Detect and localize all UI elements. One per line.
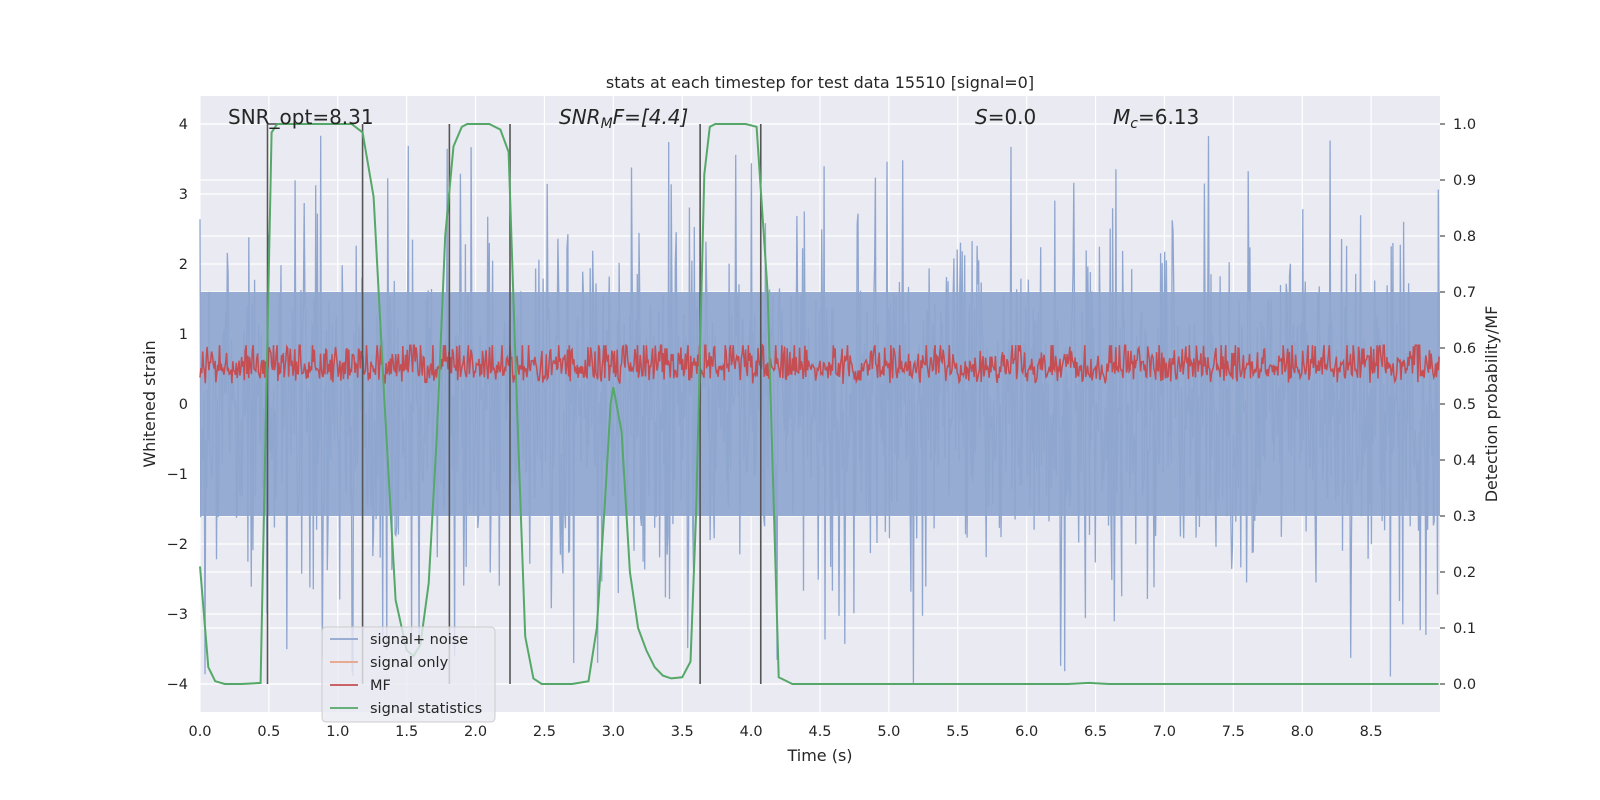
y-left-tick-label: −4	[167, 677, 188, 693]
x-tick-label: 1.5	[395, 724, 418, 740]
y-left-axis-label: Whitened strain	[140, 340, 159, 467]
legend-label-mf: MF	[370, 678, 391, 694]
y-left-tick-label: 2	[179, 257, 188, 273]
annotation-snr-mf: SNRMF=[4.4]	[559, 105, 688, 132]
series-signal-noise	[199, 135, 1440, 685]
y-left-tick-label: −2	[167, 537, 188, 553]
annotation-snr-mf-sub: M	[601, 116, 613, 132]
legend-label-signal-statistics: signal statistics	[370, 701, 482, 717]
y-right-tick-label: 0.4	[1453, 453, 1476, 469]
x-tick-label: 8.0	[1291, 724, 1314, 740]
y-left-tick-label: 3	[179, 187, 188, 203]
x-tick-label: 7.0	[1153, 724, 1176, 740]
y-left-tick-label: −3	[167, 607, 188, 623]
noise-trace	[199, 135, 1440, 685]
y-right-tick-label: 0.8	[1453, 229, 1476, 245]
annotation-s-main: S	[975, 105, 988, 129]
signal-statistics-line	[199, 123, 1439, 685]
x-tick-label: 1.0	[326, 724, 349, 740]
x-tick-label: 6.0	[1015, 724, 1038, 740]
y-right-tick-label: 0.3	[1453, 509, 1476, 525]
x-tick-labels: 0.0 0.5 1.0 1.5 2.0 2.5 3.0 3.5 4.0 4.5 5.0 5.5 6.0 6…	[188, 724, 1382, 740]
series-signal-statistics	[199, 123, 1439, 685]
y-right-tick-label: 0.7	[1453, 285, 1476, 301]
x-tick-label: 5.5	[946, 724, 969, 740]
y-left-tick-label: −1	[167, 467, 188, 483]
y-left-tick-label: 0	[179, 397, 188, 413]
x-axis-label: Time (s)	[786, 746, 852, 765]
x-tick-label: 2.0	[464, 724, 487, 740]
chart-title: stats at each timestep for test data 155…	[606, 73, 1034, 92]
annotation-s-rest: =0.0	[988, 105, 1037, 129]
y-left-tick-label: 1	[179, 327, 188, 343]
annotation-mc: Mc=6.13	[1113, 105, 1199, 132]
x-tick-label: 0.5	[257, 724, 280, 740]
y-right-tick-labels: 1.0 0.9 0.8 0.7 0.6 0.5 0.4 0.3 0.2 0.1 0.0	[1440, 117, 1476, 693]
annotation-snr-opt: SNR_opt=8.31	[228, 105, 374, 129]
annotation-mc-rest: =6.13	[1138, 105, 1199, 129]
legend: signal+ noise signal only MF signal stat…	[321, 626, 496, 723]
x-tick-label: 4.0	[740, 724, 763, 740]
x-tick-label: 3.5	[671, 724, 694, 740]
y-right-tick-label: 0.6	[1453, 341, 1476, 357]
x-tick-label: 6.5	[1084, 724, 1107, 740]
y-right-axis-label: Detection probability/MF	[1482, 306, 1501, 503]
y-left-tick-label: 4	[179, 117, 188, 133]
series-mf	[199, 343, 1440, 385]
legend-box	[321, 626, 496, 723]
annotation-snr-mf-main: SNR	[559, 105, 601, 129]
x-tick-label: 5.0	[877, 724, 900, 740]
y-right-tick-label: 0.5	[1453, 397, 1476, 413]
x-tick-label: 4.5	[808, 724, 831, 740]
y-right-tick-label: 0.1	[1453, 621, 1476, 637]
x-tick-label: 7.5	[1222, 724, 1245, 740]
mf-trace	[199, 343, 1440, 385]
annotation-mc-sub: c	[1130, 116, 1138, 132]
x-tick-label: 3.0	[602, 724, 625, 740]
y-right-tick-label: 1.0	[1453, 117, 1476, 133]
annotation-snr-mf-rest: F=[4.4]	[613, 105, 689, 129]
legend-label-signal-noise: signal+ noise	[370, 632, 468, 648]
x-tick-label: 8.5	[1360, 724, 1383, 740]
y-right-tick-label: 0.9	[1453, 173, 1476, 189]
annotation-s: S=0.0	[975, 105, 1036, 129]
y-left-tick-labels: 4 3 2 1 0 −1 −2 −3 −4	[167, 117, 188, 693]
x-tick-label: 2.5	[533, 724, 556, 740]
legend-label-signal-only: signal only	[370, 655, 449, 671]
y-right-tick-label: 0.2	[1453, 565, 1476, 581]
y-right-tick-label: 0.0	[1453, 677, 1476, 693]
x-tick-label: 0.0	[188, 724, 211, 740]
annotation-mc-main: M	[1113, 105, 1130, 129]
